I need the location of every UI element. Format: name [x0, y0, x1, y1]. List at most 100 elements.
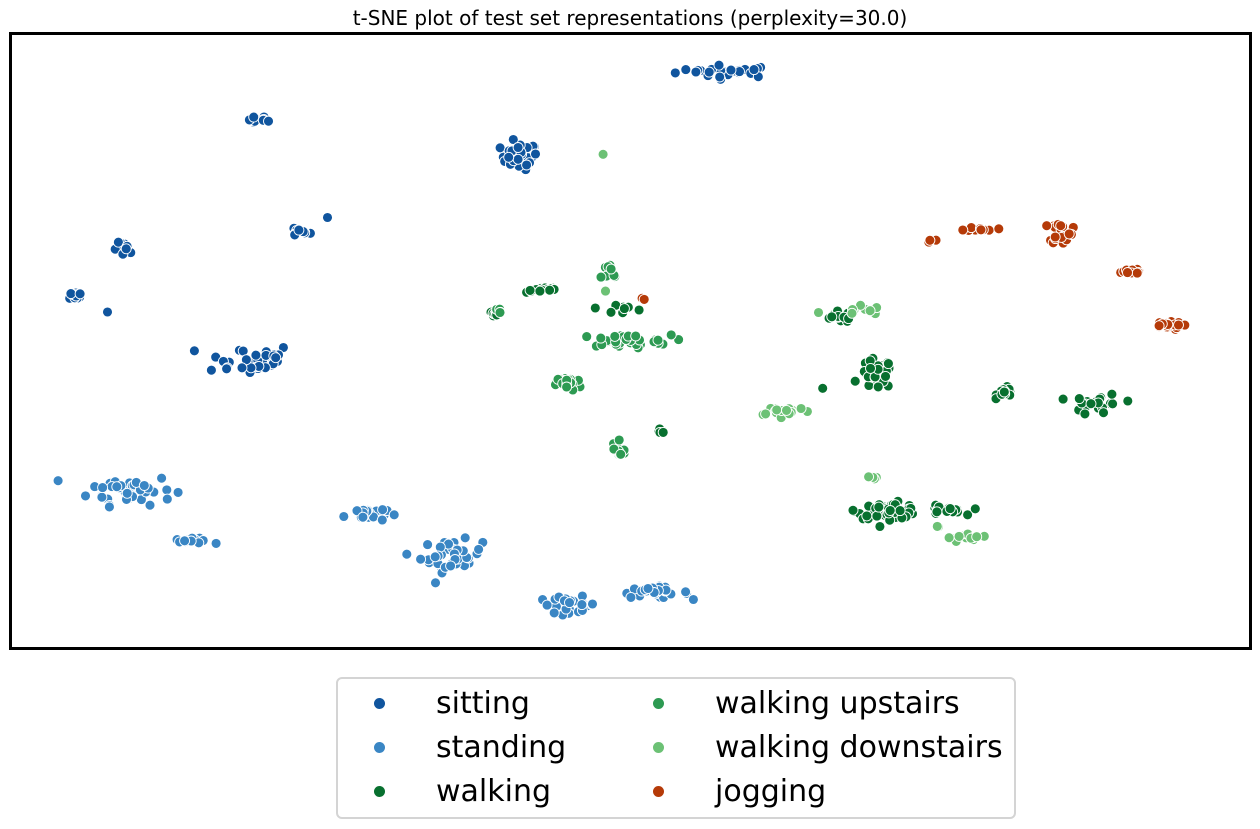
- scatter-point: [957, 224, 969, 236]
- scatter-point: [534, 285, 546, 297]
- scatter-point: [944, 503, 956, 515]
- scatter-point: [377, 504, 389, 516]
- scatter-point: [795, 403, 807, 414]
- scatter-point: [884, 505, 896, 516]
- points-layer: [52, 59, 1191, 621]
- scatter-point: [473, 543, 485, 555]
- scatter-point: [564, 597, 575, 609]
- legend-marker: [653, 697, 664, 709]
- scatter-point: [65, 288, 77, 300]
- scatter-point: [293, 224, 305, 236]
- scatter-point: [530, 148, 541, 160]
- scatter-point: [1055, 220, 1067, 232]
- scatter-point: [277, 342, 289, 353]
- scatter-point: [597, 148, 609, 160]
- scatter-point: [507, 134, 519, 145]
- scatter-point: [112, 236, 124, 248]
- scatter-point: [849, 375, 861, 387]
- scatter-point: [138, 480, 150, 491]
- scatter-point: [524, 284, 536, 296]
- scatter-point: [609, 330, 621, 342]
- scatter-point: [80, 490, 91, 502]
- scatter-point: [771, 404, 783, 416]
- scatter-point: [873, 501, 885, 513]
- scatter-point: [1122, 267, 1133, 279]
- legend-marker: [374, 785, 385, 797]
- scatter-point: [1153, 320, 1165, 332]
- scatter-point: [931, 520, 943, 532]
- legend-label: walking: [436, 773, 552, 809]
- scatter-point: [1041, 220, 1053, 232]
- scatter-point: [1063, 228, 1075, 240]
- scatter-point: [618, 303, 630, 315]
- legend-label: walking upstairs: [715, 685, 960, 721]
- scatter-point: [401, 548, 413, 560]
- scatter-point: [161, 484, 173, 496]
- scatter-point: [924, 234, 936, 246]
- scatter-point: [338, 511, 350, 522]
- scatter-point: [587, 598, 598, 610]
- scatter-point: [846, 307, 858, 319]
- scatter-point: [817, 382, 829, 394]
- scatter-point: [459, 532, 471, 544]
- scatter-point: [494, 142, 506, 154]
- scatter-point: [561, 381, 573, 393]
- scatter-point: [725, 64, 737, 76]
- legend-item-walking-downstairs: walking downstairs: [653, 727, 1003, 767]
- scatter-point: [445, 560, 457, 572]
- scatter-point: [581, 331, 593, 343]
- scatter-point: [494, 307, 506, 318]
- scatter-point: [713, 59, 725, 71]
- scatter-point: [638, 293, 650, 305]
- scatter-point: [633, 304, 645, 316]
- legend-label: jogging: [715, 773, 827, 809]
- scatter-point: [236, 362, 248, 374]
- scatter-point: [156, 472, 168, 484]
- scatter-point: [605, 263, 617, 275]
- scatter-point: [205, 364, 217, 376]
- scatter-point: [847, 504, 859, 516]
- scatter-point: [544, 284, 556, 296]
- scatter-point: [74, 288, 86, 300]
- scatter-point: [657, 426, 669, 438]
- scatter-point: [221, 363, 233, 375]
- scatter-point: [894, 505, 906, 517]
- legend-marker: [653, 741, 664, 753]
- scatter-point: [680, 64, 692, 76]
- plot-frame: [9, 32, 1252, 650]
- scatter-point: [865, 362, 876, 374]
- scatter-point: [690, 66, 702, 78]
- scatter-point: [975, 224, 987, 236]
- scatter-point: [595, 271, 607, 283]
- scatter-point: [248, 111, 260, 123]
- scatter-point: [1131, 267, 1143, 279]
- scatter-point: [998, 386, 1010, 398]
- scatter-point: [103, 501, 115, 513]
- scatter-point: [969, 503, 981, 515]
- scatter-point: [589, 302, 601, 314]
- scatter-point: [882, 358, 894, 370]
- scatter-point: [1057, 393, 1069, 405]
- scatter-point: [144, 499, 156, 511]
- legend-marker: [653, 785, 664, 797]
- scatter-point: [962, 509, 974, 521]
- scatter-point: [97, 482, 109, 494]
- scatter-point: [548, 607, 560, 619]
- legend-label: walking downstairs: [715, 729, 1003, 765]
- scatter-point: [388, 509, 400, 521]
- scatter-point: [600, 285, 611, 297]
- scatter-point: [595, 332, 607, 344]
- scatter-point: [1085, 398, 1097, 410]
- scatter-point: [714, 71, 726, 83]
- scatter-point: [512, 142, 524, 153]
- scatter-point: [605, 306, 617, 318]
- scatter-point: [871, 510, 883, 522]
- scatter-point: [430, 577, 441, 589]
- legend-marker: [374, 741, 385, 753]
- scatter-point: [541, 599, 553, 611]
- chart-title: t-SNE plot of test set representations (…: [352, 6, 908, 30]
- scatter-point: [503, 151, 515, 163]
- scatter-point: [1106, 388, 1118, 400]
- scatter-point: [669, 67, 681, 79]
